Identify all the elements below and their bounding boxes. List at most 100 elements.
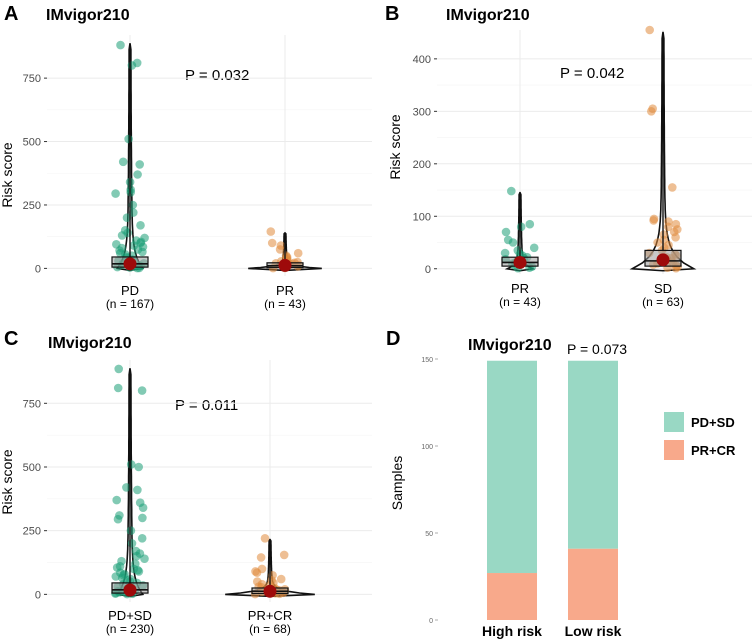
y-tick-label: 0 [429, 618, 433, 625]
jitter-point [647, 107, 656, 116]
y-tick-label: 200 [413, 159, 431, 171]
jitter-point [138, 247, 147, 257]
jitter-point [649, 216, 658, 225]
panel-d-plot: 0 50 100 150 [421, 357, 618, 625]
jitter-point [113, 514, 123, 524]
jitter-point [279, 550, 289, 560]
panel-b-n-2: (n = 63) [642, 295, 684, 309]
mean-point [123, 583, 137, 597]
jitter-point [133, 170, 142, 179]
jitter-point [111, 572, 121, 581]
y-tick-label: 500 [23, 462, 41, 474]
jitter-point [129, 208, 138, 217]
y-tick-label: 50 [425, 531, 433, 538]
panel-b-pvalue: P = 0.042 [560, 65, 624, 82]
jitter-point [256, 553, 266, 562]
y-tick-label: 300 [413, 106, 431, 118]
legend-swatch-pd-sd [664, 412, 684, 432]
panel-a-n-1: (n = 167) [106, 297, 154, 311]
y-tick-label: 500 [23, 137, 41, 149]
y-tick-label: 250 [23, 200, 41, 212]
legend-label-pr-cr: PR+CR [691, 443, 736, 458]
jitter-point [266, 227, 276, 236]
panel-b-ylabel: Risk score [387, 114, 403, 180]
panel-b-n-1: (n = 43) [499, 295, 541, 309]
panel-b-plot: 0 100 200 300 400 [413, 25, 752, 276]
jitter-point [135, 160, 144, 169]
panel-c-plot: 0 250 500 750 [23, 360, 372, 602]
panel-c-pvalue: P = 0.011 [175, 397, 238, 414]
jitter-point [134, 567, 144, 576]
jitter-point [275, 245, 285, 254]
panel-letter-c: C [4, 328, 18, 350]
jitter-point [132, 551, 141, 561]
jitter-point [122, 483, 131, 492]
y-tick-label: 400 [413, 54, 431, 66]
panel-letter-b: B [385, 3, 399, 25]
panel-letter-d: D [386, 328, 400, 350]
mean-point [656, 253, 670, 267]
y-tick-label: 0 [35, 589, 41, 601]
panel-a-xtick-2: PR [276, 283, 294, 298]
jitter-point [276, 574, 286, 584]
jitter-point [136, 221, 145, 230]
jitter-point [126, 526, 136, 535]
y-tick-label: 100 [413, 211, 431, 223]
y-tick-label: 750 [23, 73, 41, 85]
jitter-point [117, 231, 127, 240]
jitter-point [137, 386, 147, 395]
jitter-point [113, 383, 123, 393]
panel-letter-a: A [4, 3, 18, 25]
y-tick-label: 250 [23, 526, 41, 538]
y-tick-label: 0 [35, 263, 41, 275]
panel-c-n-1: (n = 230) [106, 622, 154, 636]
panel-d: D IMvigor210 P = 0.073 Samples 0 50 100 150… [386, 328, 736, 639]
bar-pr-cr-low-risk [568, 548, 618, 620]
panel-d-title: IMvigor210 [468, 337, 552, 354]
jitter-point [116, 40, 125, 50]
violin-pd+sd [115, 368, 145, 598]
panel-a: A IMvigor210 P = 0.032 Risk score 0 250 50… [0, 3, 372, 311]
panel-c-n-2: (n = 68) [249, 622, 291, 636]
jitter-point [252, 568, 262, 577]
jitter-point [124, 134, 133, 144]
panel-b-xtick-1: PR [511, 281, 529, 296]
jitter-point [529, 243, 539, 253]
jitter-point [671, 233, 680, 242]
panel-c-xtick-2: PR+CR [248, 608, 292, 623]
jitter-point [133, 485, 142, 495]
bar-pd-sd-high-risk [487, 360, 537, 574]
jitter-point [127, 539, 137, 548]
jitter-point [508, 238, 518, 247]
jitter-point [516, 222, 526, 232]
mean-point [263, 584, 277, 598]
jitter-point [507, 186, 516, 196]
mean-point [513, 255, 527, 269]
jitter-point [260, 534, 270, 543]
y-tick-label: 750 [23, 398, 41, 410]
panel-d-xtick-1: High risk [482, 623, 542, 639]
jitter-point [134, 462, 143, 472]
jitter-point [267, 238, 277, 248]
panel-a-ylabel: Risk score [0, 142, 15, 208]
jitter-point [501, 227, 511, 237]
jitter-point [138, 513, 147, 523]
y-tick-label: 100 [421, 444, 433, 451]
panel-b: B IMvigor210 P = 0.042 Risk score 0 100 20… [385, 3, 752, 309]
panel-c-ylabel: Risk score [0, 449, 15, 515]
bar-pr-cr-high-risk [487, 573, 537, 620]
jitter-point [140, 554, 149, 563]
panel-d-pvalue: P = 0.073 [567, 341, 627, 357]
panel-b-xtick-2: SD [654, 281, 672, 296]
panel-a-xtick-1: PD [121, 283, 139, 298]
bar-pd-sd-low-risk [568, 360, 618, 549]
panel-c: C IMvigor210 P = 0.011 Risk score 0 250 50… [0, 328, 372, 636]
panel-d-xtick-2: Low risk [565, 623, 622, 639]
jitter-point [137, 534, 147, 543]
jitter-point [111, 189, 120, 198]
legend-swatch-pr-cr [664, 440, 684, 460]
panel-c-xtick-1: PD+SD [108, 608, 152, 623]
panel-c-title: IMvigor210 [48, 335, 132, 352]
panel-a-title: IMvigor210 [46, 7, 130, 24]
